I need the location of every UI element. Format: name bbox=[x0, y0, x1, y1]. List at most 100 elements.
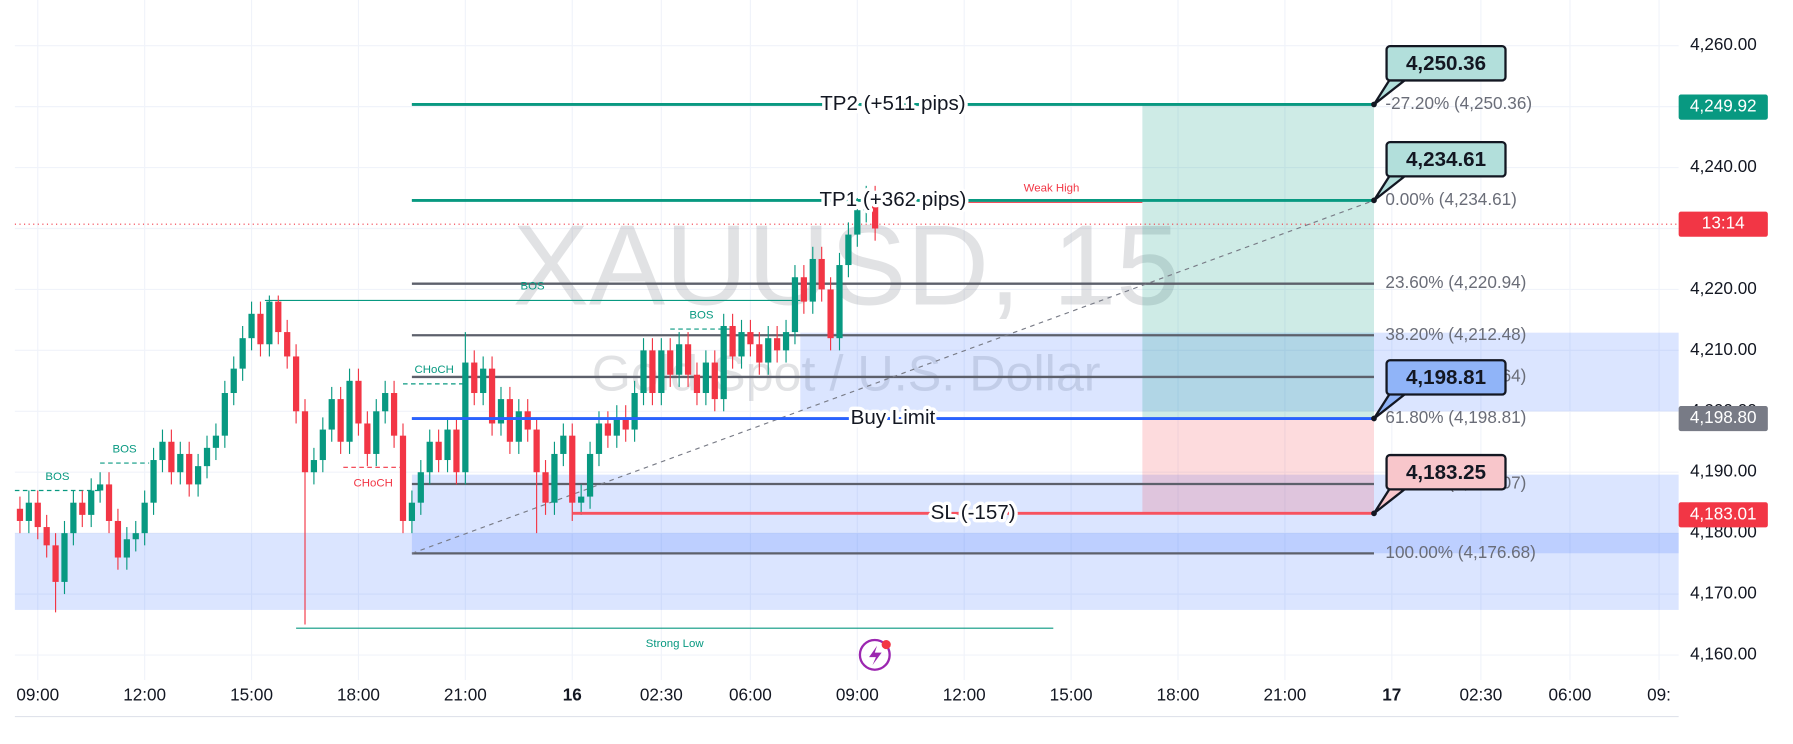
candle-body bbox=[613, 417, 620, 436]
price-tag-label: 13:14 bbox=[1702, 213, 1745, 233]
callout-anchor bbox=[1371, 415, 1377, 422]
alert-icon[interactable] bbox=[858, 638, 891, 671]
candle-body bbox=[818, 258, 825, 290]
candle-body bbox=[177, 453, 184, 473]
candle-body bbox=[310, 460, 318, 473]
candle-body bbox=[774, 338, 781, 351]
target-label: TP1 (+362 pips) bbox=[819, 188, 966, 211]
callout-box bbox=[1385, 45, 1507, 82]
candle-body bbox=[444, 429, 451, 461]
y-tick-label: 4,260.00 bbox=[1690, 34, 1757, 54]
candle-body bbox=[141, 502, 148, 534]
fib-trend-line bbox=[411, 199, 1375, 554]
callout-anchor bbox=[1371, 510, 1377, 517]
x-tick-label: 16 bbox=[563, 685, 582, 705]
candle-body bbox=[622, 417, 629, 430]
target-label: Buy Limit bbox=[851, 406, 936, 429]
callout-label: 4,250.36 bbox=[1406, 52, 1486, 75]
position-loss-zone bbox=[1142, 418, 1374, 514]
x-tick-label: 18:00 bbox=[337, 685, 380, 705]
fib-level-label: 0.00% (4,234.61) bbox=[1385, 189, 1516, 209]
price-tag bbox=[1678, 502, 1768, 528]
y-tick-label: 4,190.00 bbox=[1690, 461, 1757, 481]
x-tick-label: 09:00 bbox=[836, 685, 879, 705]
callout-anchor bbox=[1371, 101, 1377, 108]
callout-anchor bbox=[1371, 197, 1377, 204]
candle-body bbox=[747, 332, 754, 345]
candle-body bbox=[533, 429, 540, 473]
fib-level-label: -27.20% (4,250.36) bbox=[1385, 93, 1532, 113]
candle-body bbox=[248, 313, 255, 339]
candle-body bbox=[61, 533, 68, 582]
fib-level-label: 61.80% (4,198.81) bbox=[1385, 407, 1526, 427]
candle-body bbox=[337, 399, 344, 442]
price-tag bbox=[1678, 211, 1768, 237]
candle-body bbox=[382, 393, 389, 412]
x-tick-label: 06:00 bbox=[729, 685, 772, 705]
structure-label: BOS bbox=[113, 443, 138, 455]
structure-label: CHoCH bbox=[353, 477, 392, 489]
candle-body bbox=[836, 265, 843, 339]
x-tick-label: 12:00 bbox=[943, 685, 986, 705]
fib-level-label: 38.20% (4,212.48) bbox=[1385, 324, 1526, 344]
candle-body bbox=[70, 502, 77, 534]
candle-body bbox=[292, 356, 300, 412]
price-tag bbox=[1678, 406, 1768, 432]
candle-body bbox=[524, 411, 531, 430]
candle-body bbox=[756, 344, 763, 363]
candle-body bbox=[34, 502, 41, 528]
candle-body bbox=[150, 460, 157, 503]
callout-label: 4,183.25 bbox=[1406, 461, 1486, 484]
candle-body bbox=[221, 393, 228, 436]
candle-body bbox=[586, 453, 594, 497]
candle-body bbox=[168, 441, 175, 473]
candle-body bbox=[230, 368, 237, 394]
x-tick-label: 17 bbox=[1382, 685, 1401, 705]
x-tick-label: 15:00 bbox=[1050, 685, 1093, 705]
price-tag-label: 4,183.01 bbox=[1690, 503, 1757, 523]
candle-body bbox=[203, 447, 211, 467]
candle-body bbox=[257, 313, 264, 345]
y-tick-label: 4,220.00 bbox=[1690, 278, 1757, 298]
structure-label: Strong Low bbox=[646, 638, 705, 650]
candle-body bbox=[417, 472, 424, 503]
candle-body bbox=[551, 453, 558, 503]
candle-body bbox=[399, 435, 407, 521]
candle-body bbox=[872, 198, 879, 229]
candle-body bbox=[364, 423, 371, 454]
candle-body bbox=[328, 399, 335, 430]
candle-body bbox=[702, 362, 709, 394]
candle-body bbox=[114, 520, 122, 558]
position-profit-zone bbox=[1142, 104, 1374, 419]
candle-body bbox=[239, 338, 246, 369]
candle-body bbox=[667, 350, 674, 375]
candle-body bbox=[275, 301, 282, 333]
candle-body bbox=[355, 380, 362, 424]
watermark-title: XAUUSD, 15 bbox=[513, 203, 1180, 330]
candle-body bbox=[515, 411, 522, 442]
structure-label: BOS bbox=[521, 281, 546, 293]
candle-body bbox=[284, 332, 291, 357]
candle-body bbox=[676, 344, 683, 375]
candle-body bbox=[79, 502, 86, 515]
candle-body bbox=[827, 289, 834, 339]
x-tick-label: 18:00 bbox=[1157, 685, 1200, 705]
candle-body bbox=[863, 198, 870, 211]
alert-icon-dot bbox=[881, 640, 891, 650]
candle-body bbox=[791, 277, 799, 333]
x-tick-label: 06:00 bbox=[1549, 685, 1592, 705]
x-tick-label: 02:30 bbox=[1459, 685, 1502, 705]
candle-body bbox=[390, 393, 398, 436]
candle-body bbox=[186, 453, 193, 485]
candle-body bbox=[43, 527, 50, 546]
candle-body bbox=[578, 496, 585, 503]
candle-body bbox=[132, 533, 139, 540]
x-tick-label: 02:30 bbox=[640, 685, 683, 705]
candle-body bbox=[604, 423, 612, 436]
structure-label: CHoCH bbox=[414, 364, 453, 376]
candle-body bbox=[266, 301, 273, 345]
order-block-zone bbox=[14, 533, 1679, 610]
candle-body bbox=[212, 435, 220, 448]
candle-body bbox=[720, 325, 727, 400]
